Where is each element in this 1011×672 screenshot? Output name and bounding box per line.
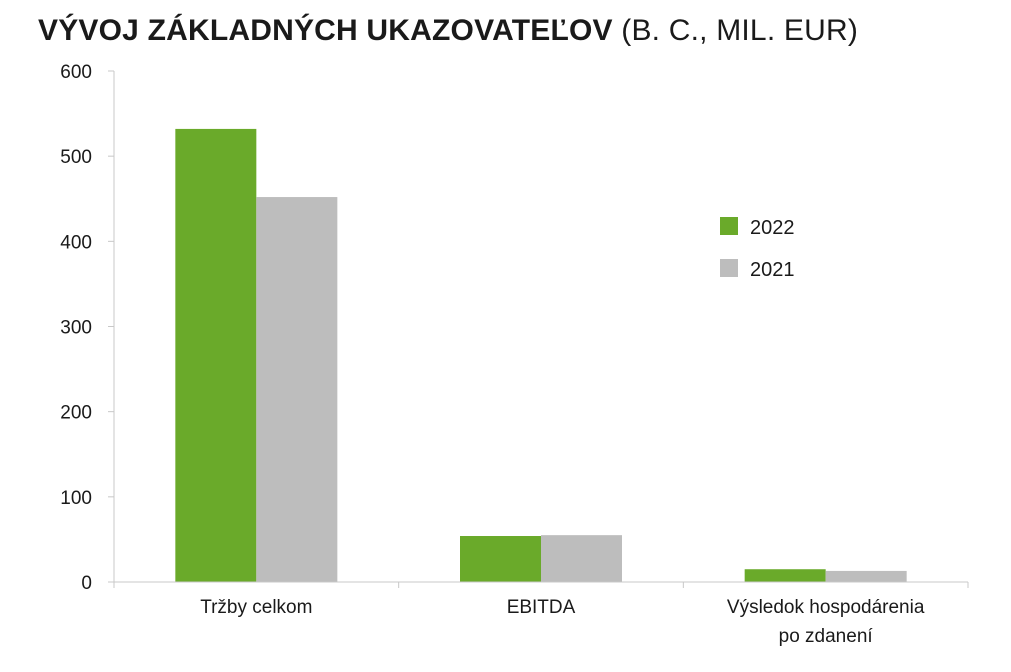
legend-label-2021: 2021: [750, 259, 795, 281]
category-label: EBITDA: [507, 597, 576, 618]
category-label: po zdanení: [779, 626, 874, 647]
category-label: Výsledok hospodárenia: [727, 597, 925, 618]
category-label: Tržby celkom: [200, 597, 312, 618]
y-tick-label: 0: [81, 573, 92, 594]
bar-2022-2: [460, 536, 541, 582]
bar-2021-1: [256, 197, 338, 582]
y-tick-label: 100: [60, 488, 92, 509]
legend-label-2022: 2022: [750, 217, 795, 239]
bar-2021-2: [541, 535, 622, 582]
chart-title-main: VÝVOJ ZÁKLADNÝCH UKAZOVATEĽOV: [38, 14, 613, 47]
chart-title: VÝVOJ ZÁKLADNÝCH UKAZOVATEĽOV (B. C., MI…: [38, 14, 858, 48]
y-tick-label: 400: [60, 232, 92, 253]
legend-swatch-2021: [720, 259, 738, 277]
legend-swatch-2022: [720, 217, 738, 235]
y-tick-label: 500: [60, 147, 92, 168]
y-tick-label: 200: [60, 403, 92, 424]
bar-2022-3: [744, 569, 826, 582]
bar-2021-3: [825, 570, 907, 582]
y-tick-label: 300: [60, 318, 92, 339]
bar-2022-1: [175, 128, 257, 582]
y-tick-label: 600: [60, 62, 92, 83]
chart-title-units: (B. C., MIL. EUR): [621, 14, 859, 47]
